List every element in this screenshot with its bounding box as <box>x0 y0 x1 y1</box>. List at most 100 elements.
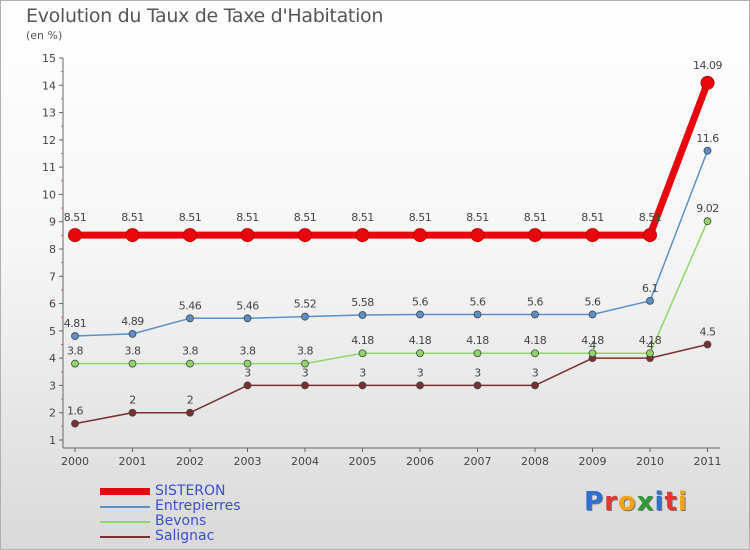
data-label-bevons: 4.18 <box>409 334 432 347</box>
data-point-sisteron <box>183 228 197 243</box>
data-label-bevons: 4.18 <box>466 334 489 347</box>
data-label-entrepierres: 11.6 <box>696 132 719 145</box>
legend-label: Entrepierres <box>155 498 241 514</box>
logo-letter: x <box>636 487 655 517</box>
data-label-entrepierres: 6.1 <box>642 282 658 295</box>
chart-subtitle: (en %) <box>26 29 63 42</box>
data-point-salignac <box>358 381 367 390</box>
data-label-salignac: 3 <box>474 366 481 379</box>
data-point-sisteron <box>700 75 715 90</box>
data-point-bevons <box>703 217 712 226</box>
legend-item: Bevons <box>100 513 340 529</box>
logo-letter: i <box>677 487 688 517</box>
data-label-entrepierres: 5.58 <box>351 296 374 309</box>
data-point-bevons <box>646 349 654 358</box>
y-tick-label: 4 <box>49 352 56 365</box>
legend-swatch <box>100 506 150 508</box>
data-label-entrepierres: 5.46 <box>236 299 259 312</box>
data-label-bevons: 4.18 <box>581 334 604 347</box>
series-line-entrepierres <box>74 150 709 337</box>
series-line-bevons <box>74 220 709 365</box>
data-point-entrepierres <box>301 312 309 321</box>
data-label-entrepierres: 5.6 <box>412 295 428 308</box>
data-point-entrepierres <box>243 314 252 323</box>
data-point-bevons <box>473 349 482 358</box>
data-point-sisteron <box>528 228 542 243</box>
data-label-bevons: 3.8 <box>240 345 256 358</box>
series-line-sisteron <box>71 79 711 239</box>
data-point-entrepierres <box>71 332 79 340</box>
data-point-salignac <box>473 381 482 390</box>
data-label-salignac: 2 <box>129 394 136 407</box>
data-point-entrepierres <box>531 310 539 319</box>
data-label-sisteron: 8.51 <box>179 211 202 224</box>
data-point-sisteron <box>643 228 657 243</box>
data-point-entrepierres <box>473 310 482 319</box>
legend-swatch <box>100 536 150 538</box>
data-point-bevons <box>186 359 194 368</box>
legend-item: Entrepierres <box>100 498 340 514</box>
data-label-salignac: 3 <box>244 366 251 379</box>
data-point-salignac <box>128 408 137 417</box>
legend-swatch <box>100 488 150 495</box>
legend-swatch <box>100 521 150 523</box>
data-point-entrepierres <box>358 311 367 319</box>
data-point-sisteron <box>125 228 140 243</box>
data-label-sisteron: 8.51 <box>524 211 547 224</box>
legend-label: Salignac <box>155 528 215 544</box>
data-label-bevons: 9.02 <box>696 202 719 215</box>
y-tick-label: 15 <box>42 52 56 65</box>
data-point-sisteron <box>240 228 255 243</box>
x-tick-label: 2009 <box>579 455 607 468</box>
y-tick-label: 3 <box>49 379 56 392</box>
data-label-salignac: 2 <box>187 394 194 407</box>
data-label-sisteron: 8.51 <box>294 211 317 224</box>
data-label-salignac: 4 <box>647 339 654 352</box>
data-label-salignac: 3 <box>417 366 424 379</box>
logo-letter: P <box>584 487 605 517</box>
data-point-entrepierres <box>646 296 654 305</box>
logo-letter: o <box>617 487 637 517</box>
x-tick-label: 2010 <box>636 455 664 468</box>
data-label-entrepierres: 5.6 <box>585 295 601 308</box>
proxiti-logo: Proxiti <box>584 487 688 517</box>
data-label-sisteron: 8.51 <box>236 211 259 224</box>
y-tick-label: 2 <box>49 407 56 420</box>
data-point-salignac <box>416 381 424 390</box>
data-label-bevons: 4.18 <box>351 334 374 347</box>
y-tick-label: 11 <box>42 161 56 174</box>
y-tick-label: 1 <box>49 434 56 447</box>
data-point-salignac <box>531 381 539 390</box>
data-point-entrepierres <box>588 310 597 319</box>
chart-legend: SISTERON Entrepierres Bevons Salignac <box>100 483 340 544</box>
legend-item: Salignac <box>100 528 340 544</box>
data-point-sisteron <box>298 228 312 243</box>
data-point-bevons <box>358 349 367 358</box>
y-tick-label: 5 <box>49 325 56 338</box>
data-point-sisteron <box>585 228 600 243</box>
y-tick-label: 13 <box>42 107 56 120</box>
data-point-salignac <box>243 381 252 390</box>
data-label-sisteron: 8.51 <box>409 211 432 224</box>
series-line-salignac <box>74 343 709 425</box>
data-label-sisteron: 8.51 <box>64 211 87 224</box>
data-label-bevons: 4.18 <box>639 334 662 347</box>
data-point-salignac <box>301 381 309 390</box>
x-tick-label: 2007 <box>464 455 492 468</box>
data-point-salignac <box>186 408 194 417</box>
data-label-sisteron: 8.51 <box>581 211 604 224</box>
data-point-bevons <box>588 349 597 358</box>
data-point-salignac <box>703 340 712 349</box>
data-point-entrepierres <box>416 310 424 319</box>
x-tick-label: 2003 <box>234 455 262 468</box>
data-point-sisteron <box>68 228 82 243</box>
data-label-entrepierres: 5.52 <box>294 298 317 311</box>
data-point-entrepierres <box>128 329 137 338</box>
data-label-bevons: 3.8 <box>182 345 198 358</box>
x-tick-label: 2005 <box>349 455 377 468</box>
data-label-sisteron: 8.51 <box>121 211 144 224</box>
x-tick-label: 2008 <box>521 455 549 468</box>
data-label-bevons: 3.8 <box>125 345 141 358</box>
data-label-bevons: 3.8 <box>297 345 313 358</box>
